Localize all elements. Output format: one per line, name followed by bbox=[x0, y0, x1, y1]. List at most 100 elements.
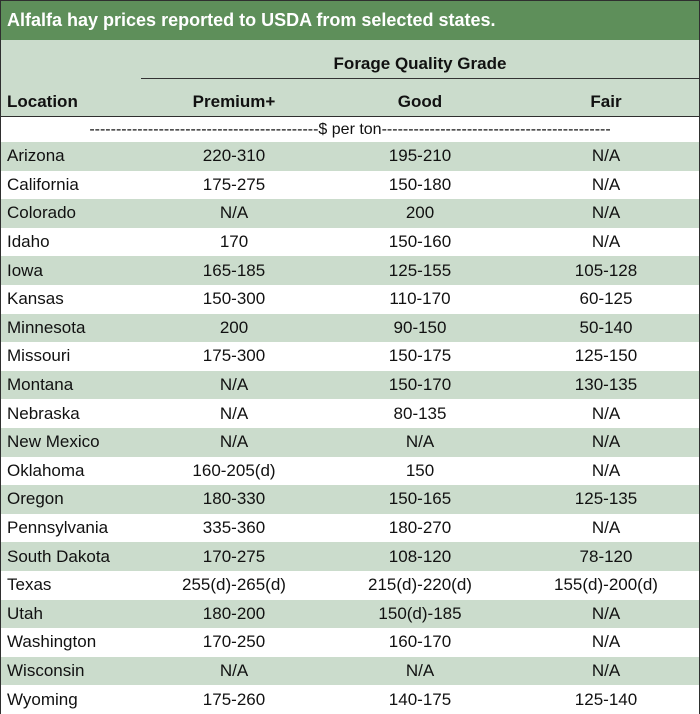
table-row: Utah 180-200 150(d)-185 N/A bbox=[1, 599, 699, 629]
table-row: Montana N/A 150-170 130-135 bbox=[1, 370, 699, 400]
cell-premium: 175-260 bbox=[202, 689, 266, 709]
table-row: Iowa 165-185 125-155 105-128 bbox=[1, 256, 699, 285]
cell-premium: 175-300 bbox=[202, 346, 266, 366]
cell-premium: N/A bbox=[219, 660, 249, 680]
table-row: California 175-275 150-180 N/A bbox=[1, 170, 699, 200]
units-right-dashes: ----------------------------------------… bbox=[381, 121, 611, 138]
cell-premium: 255(d)-265(d) bbox=[182, 575, 286, 595]
cell-premium: 180-200 bbox=[202, 603, 266, 623]
cell-premium: N/A bbox=[219, 203, 249, 223]
table-title: Alfalfa hay prices reported to USDA from… bbox=[1, 1, 699, 40]
cell-fair: N/A bbox=[591, 603, 621, 623]
header-divider bbox=[1, 116, 699, 117]
cell-premium: 200 bbox=[219, 317, 249, 337]
cell-good: 150-180 bbox=[388, 174, 452, 194]
cell-location: Utah bbox=[7, 603, 43, 623]
cell-fair: 155(d)-200(d) bbox=[554, 575, 658, 595]
cell-premium: 175-275 bbox=[202, 174, 266, 194]
cell-premium: 160-205(d) bbox=[192, 460, 276, 480]
cell-location: New Mexico bbox=[7, 432, 100, 452]
cell-good: 150-165 bbox=[388, 489, 452, 509]
cell-location: Missouri bbox=[7, 346, 71, 366]
cell-location: Washington bbox=[7, 632, 97, 652]
cell-fair: 125-140 bbox=[574, 689, 638, 709]
cell-location: Wisconsin bbox=[7, 660, 85, 680]
cell-fair: 78-120 bbox=[579, 546, 633, 566]
units-row: ----------------------------------------… bbox=[1, 117, 699, 142]
cell-fair: N/A bbox=[591, 632, 621, 652]
cell-fair: 130-135 bbox=[574, 375, 638, 395]
cell-premium: 180-330 bbox=[202, 489, 266, 509]
cell-good: 150-160 bbox=[388, 232, 452, 252]
table-row: Idaho 170 150-160 N/A bbox=[1, 227, 699, 257]
cell-location: Oregon bbox=[7, 489, 64, 509]
table-row: Pennsylvania 335-360 180-270 N/A bbox=[1, 513, 699, 543]
cell-fair: N/A bbox=[591, 203, 621, 223]
cell-location: Nebraska bbox=[7, 403, 80, 423]
column-header-premium: Premium+ bbox=[192, 92, 276, 111]
cell-fair: N/A bbox=[591, 432, 621, 452]
cell-location: Pennsylvania bbox=[7, 518, 109, 538]
table-row: Kansas 150-300 110-170 60-125 bbox=[1, 284, 699, 314]
table-row: Washington 170-250 160-170 N/A bbox=[1, 628, 699, 657]
table-row: Missouri 175-300 150-175 125-150 bbox=[1, 342, 699, 371]
table-header: Forage Quality Grade Location Premium+ G… bbox=[1, 40, 699, 116]
cell-premium: N/A bbox=[219, 403, 249, 423]
table-row: Texas 255(d)-265(d) 215(d)-220(d) 155(d)-20… bbox=[1, 570, 699, 600]
cell-location: Wyoming bbox=[7, 689, 78, 709]
cell-good: 150-175 bbox=[388, 346, 452, 366]
column-header-good: Good bbox=[397, 92, 443, 111]
units-left-dashes: ----------------------------------------… bbox=[89, 121, 319, 138]
cell-premium: 165-185 bbox=[202, 260, 266, 280]
price-table: Arizona 220-310 195-210 N/A California 175-27… bbox=[1, 142, 699, 714]
cell-fair: N/A bbox=[591, 174, 621, 194]
cell-premium: 220-310 bbox=[202, 146, 266, 166]
cell-good: N/A bbox=[405, 660, 435, 680]
cell-fair: 60-125 bbox=[579, 289, 633, 309]
cell-premium: N/A bbox=[219, 432, 249, 452]
cell-premium: 335-360 bbox=[202, 518, 266, 538]
table-row: Wisconsin N/A N/A N/A bbox=[1, 656, 699, 686]
cell-good: 125-155 bbox=[388, 260, 452, 280]
cell-good: 150(d)-185 bbox=[378, 603, 462, 623]
price-table-body: Arizona 220-310 195-210 N/A California 175-27… bbox=[1, 142, 699, 714]
cell-location: Idaho bbox=[7, 232, 50, 252]
cell-good: 160-170 bbox=[388, 632, 452, 652]
cell-location: Iowa bbox=[7, 260, 43, 280]
table-row: Minnesota 200 90-150 50-140 bbox=[1, 313, 699, 343]
table-row: Colorado N/A 200 N/A bbox=[1, 199, 699, 228]
column-header-location: Location bbox=[7, 92, 78, 111]
units-label: $ per ton bbox=[318, 121, 382, 138]
group-underline bbox=[141, 78, 699, 79]
cell-premium: 150-300 bbox=[202, 289, 266, 309]
cell-premium: 170 bbox=[219, 232, 249, 252]
cell-fair: N/A bbox=[591, 518, 621, 538]
table-row: Oregon 180-330 150-165 125-135 bbox=[1, 485, 699, 514]
cell-good: 80-135 bbox=[393, 403, 447, 423]
cell-good: 215(d)-220(d) bbox=[368, 575, 472, 595]
cell-fair: N/A bbox=[591, 660, 621, 680]
table-row: New Mexico N/A N/A N/A bbox=[1, 427, 699, 457]
cell-fair: 105-128 bbox=[574, 260, 638, 280]
cell-fair: 50-140 bbox=[579, 317, 633, 337]
table-row: Nebraska N/A 80-135 N/A bbox=[1, 399, 699, 428]
table-row: Arizona 220-310 195-210 N/A bbox=[1, 142, 699, 171]
cell-fair: 125-135 bbox=[574, 489, 638, 509]
cell-fair: 125-150 bbox=[574, 346, 638, 366]
cell-premium: N/A bbox=[219, 375, 249, 395]
cell-location: Kansas bbox=[7, 289, 64, 309]
table-row: South Dakota 170-275 108-120 78-120 bbox=[1, 542, 699, 571]
cell-fair: N/A bbox=[591, 146, 621, 166]
cell-good: 180-270 bbox=[388, 518, 452, 538]
cell-location: Colorado bbox=[7, 203, 76, 223]
cell-fair: N/A bbox=[591, 232, 621, 252]
cell-good: 150 bbox=[405, 460, 435, 480]
column-header-fair: Fair bbox=[590, 92, 622, 111]
cell-good: 195-210 bbox=[388, 146, 452, 166]
cell-good: 110-170 bbox=[389, 289, 451, 309]
cell-premium: 170-275 bbox=[202, 546, 266, 566]
table-row: Oklahoma 160-205(d) 150 N/A bbox=[1, 456, 699, 486]
cell-location: South Dakota bbox=[7, 546, 111, 566]
cell-location: Texas bbox=[7, 575, 52, 595]
